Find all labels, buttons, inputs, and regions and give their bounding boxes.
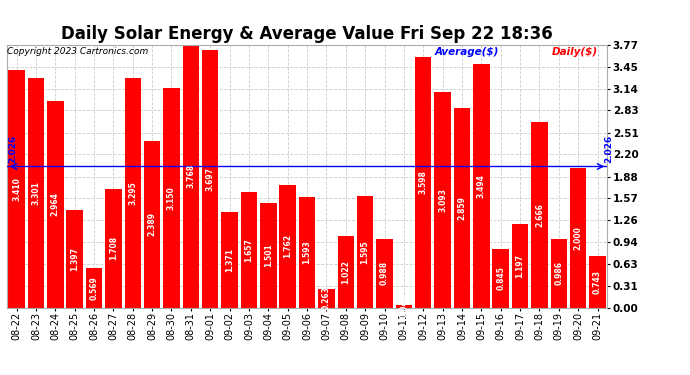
Bar [395,304,412,307]
Bar [279,185,296,308]
Bar [202,50,219,308]
Bar [8,70,25,308]
Bar [473,64,490,308]
Text: Copyright 2023 Cartronics.com: Copyright 2023 Cartronics.com [7,47,148,56]
Text: 1.708: 1.708 [109,236,118,260]
Text: 1.197: 1.197 [515,254,524,278]
Text: 3.494: 3.494 [477,174,486,198]
Bar [589,256,606,308]
Text: 0.743: 0.743 [593,270,602,294]
Text: 1.595: 1.595 [361,240,370,264]
Bar [221,212,238,308]
Text: 3.768: 3.768 [186,164,195,188]
Bar [66,210,83,308]
Text: 2.389: 2.389 [148,212,157,236]
Bar [357,196,373,308]
Text: 1.022: 1.022 [342,260,351,284]
Text: 2.859: 2.859 [457,196,466,220]
Text: 0.988: 0.988 [380,261,389,285]
Bar [299,196,315,308]
Text: 2.666: 2.666 [535,203,544,226]
Text: 3.598: 3.598 [419,170,428,194]
Bar [454,108,470,307]
Bar [28,78,44,308]
Bar [318,289,335,308]
Text: 3.301: 3.301 [32,181,41,204]
Text: 0.986: 0.986 [554,261,563,285]
Text: 1.371: 1.371 [225,248,234,272]
Bar [531,122,548,308]
Text: 1.593: 1.593 [302,240,312,264]
Text: 1.762: 1.762 [283,234,292,258]
Bar [435,92,451,308]
Title: Daily Solar Energy & Average Value Fri Sep 22 18:36: Daily Solar Energy & Average Value Fri S… [61,26,553,44]
Bar [493,249,509,308]
Bar [415,57,431,308]
Text: 1.501: 1.501 [264,243,273,267]
Bar [105,189,121,308]
Text: 2.964: 2.964 [51,192,60,216]
Bar [164,88,179,308]
Text: 3.093: 3.093 [438,188,447,212]
Bar [86,268,102,308]
Text: 2.026: 2.026 [604,135,613,163]
Text: 0.569: 0.569 [90,276,99,300]
Text: 3.150: 3.150 [167,186,176,210]
Bar [47,101,63,308]
Bar [144,141,160,308]
Bar [260,203,277,308]
Bar [124,78,141,308]
Text: 1.657: 1.657 [244,238,253,262]
Text: Average($): Average($) [435,47,499,57]
Bar [183,45,199,308]
Text: 3.697: 3.697 [206,167,215,191]
Text: 3.410: 3.410 [12,177,21,201]
Text: 0.845: 0.845 [496,266,505,290]
Text: 3.295: 3.295 [128,181,137,205]
Text: 2.026: 2.026 [8,135,17,163]
Bar [570,168,586,308]
Text: 0.043: 0.043 [400,294,408,318]
Bar [376,239,393,308]
Bar [551,239,567,308]
Text: 0.263: 0.263 [322,286,331,310]
Bar [337,236,354,308]
Text: 2.000: 2.000 [573,226,582,250]
Text: Daily($): Daily($) [552,47,598,57]
Text: 1.397: 1.397 [70,247,79,271]
Bar [512,224,529,308]
Bar [241,192,257,308]
